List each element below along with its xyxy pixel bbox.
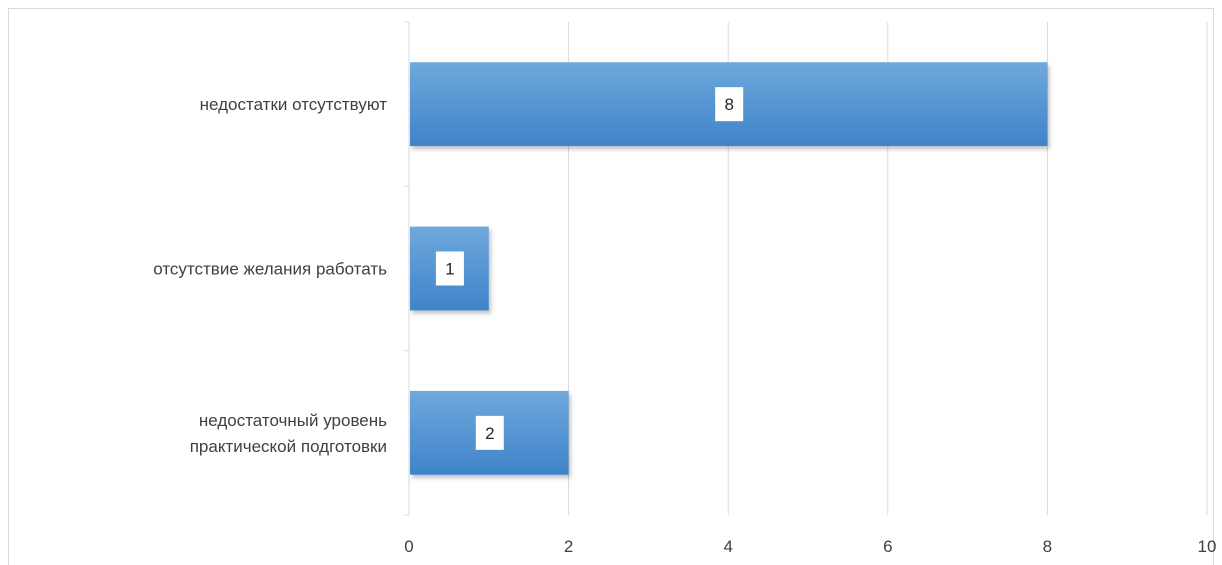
data-label-1: 1 bbox=[445, 260, 454, 279]
data-label-bg-2 bbox=[475, 415, 504, 450]
category-label-2-1: практической подготовки bbox=[190, 437, 387, 456]
x-tick-label-0: 0 bbox=[404, 537, 413, 556]
x-tick-label-4: 4 bbox=[723, 537, 732, 556]
x-tick-label-10: 10 bbox=[1198, 537, 1217, 556]
data-label-2: 2 bbox=[485, 424, 494, 443]
x-tick-label-6: 6 bbox=[883, 537, 892, 556]
data-label-0: 8 bbox=[724, 95, 733, 114]
x-tick-label-2: 2 bbox=[564, 537, 573, 556]
category-axis bbox=[404, 21, 410, 516]
x-tick-label-8: 8 bbox=[1043, 537, 1052, 556]
category-label-2-0: недостаточный уровень bbox=[199, 411, 387, 430]
category-label-1-0: отсутствие желания работать bbox=[153, 260, 387, 279]
labels: 0 2 4 6 8 10 8 недостатки отсутствуют 1 отсутстви… bbox=[153, 87, 1216, 556]
category-label-0-0: недостатки отсутствуют bbox=[200, 95, 388, 114]
data-label-bg-0 bbox=[715, 87, 744, 122]
data-label-bg-1 bbox=[435, 251, 464, 286]
